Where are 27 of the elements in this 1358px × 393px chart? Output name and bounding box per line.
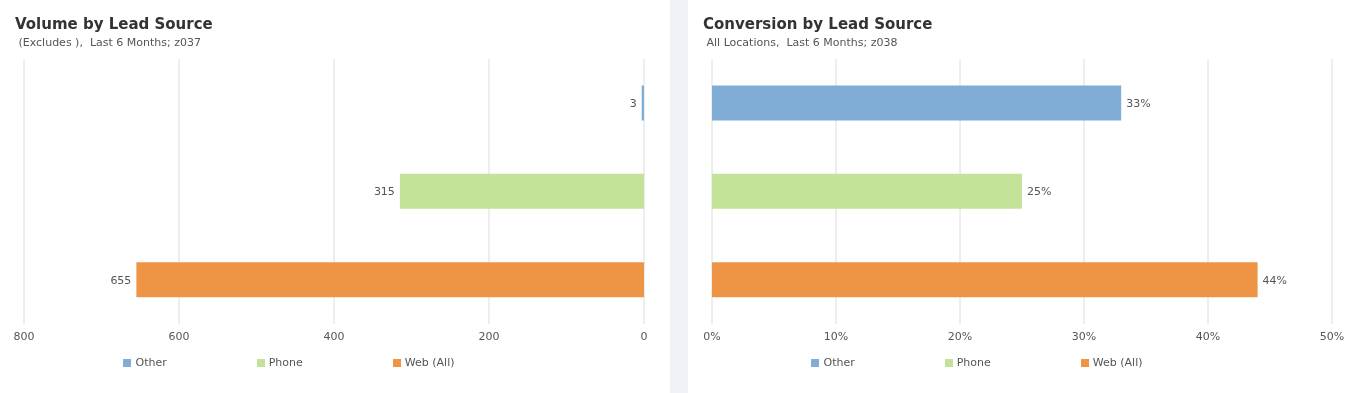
- legend-label: Other: [135, 356, 167, 369]
- x-tick-label: 40%: [1195, 329, 1221, 343]
- chart-title: Volume by Lead Source: [14, 14, 214, 33]
- data-label: 33%: [1126, 96, 1151, 110]
- chart-subtitle: (Excludes ), Last 6 Months; z037: [17, 35, 202, 49]
- data-label: 315: [373, 185, 395, 199]
- legend-label: Web (All): [1092, 356, 1143, 369]
- x-tick-label: 600: [168, 329, 190, 343]
- data-label: 3: [629, 96, 637, 110]
- data-label: 44%: [1262, 273, 1288, 287]
- x-tick-label: 30%: [1071, 329, 1097, 343]
- data-label: 655: [110, 273, 132, 287]
- chart-subtitle: All Locations, Last 6 Months; z038: [705, 35, 899, 49]
- x-tick-label: 800: [13, 329, 35, 343]
- x-tick-label: 20%: [947, 329, 973, 343]
- x-tick-label: 0: [640, 329, 648, 343]
- x-tick-label: 0%: [703, 329, 721, 343]
- data-label: 25%: [1027, 185, 1052, 199]
- legend-label: Phone: [268, 356, 303, 369]
- x-tick-label: 50%: [1319, 329, 1345, 343]
- chart-title: Conversion by Lead Source: [702, 14, 934, 33]
- legend-label: Other: [823, 356, 855, 369]
- legend-label: Web (All): [404, 356, 455, 369]
- x-tick-label: 400: [323, 329, 345, 343]
- legend-label: Phone: [956, 356, 991, 369]
- x-tick-label: 10%: [823, 329, 849, 343]
- x-tick-label: 200: [478, 329, 500, 343]
